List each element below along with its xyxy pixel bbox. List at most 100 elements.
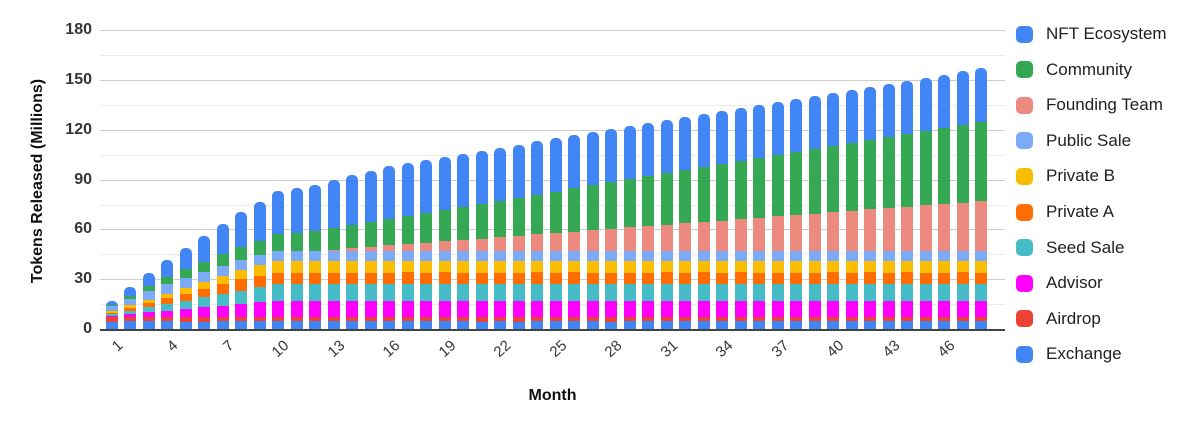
bar-segment-exchange[interactable] <box>475 321 488 329</box>
legend-item-advisor[interactable]: Advisor <box>1016 265 1103 301</box>
bar-segment-founding-team[interactable] <box>919 205 932 251</box>
bar-segment-public-sale[interactable] <box>124 298 136 306</box>
bar-segment-public-sale[interactable] <box>753 250 765 261</box>
bar-segment-community[interactable] <box>790 151 802 215</box>
bar-segment-airdrop[interactable] <box>420 317 432 322</box>
bar-segment-founding-team[interactable] <box>642 226 654 251</box>
bar-segment-community[interactable] <box>586 185 599 231</box>
bar-segment-seed-sale[interactable] <box>420 284 432 301</box>
bar-segment-private-a[interactable] <box>697 272 710 285</box>
bar-segment-private-a[interactable] <box>457 272 469 285</box>
bar-segment-private-a[interactable] <box>216 283 229 295</box>
bar-segment-airdrop[interactable] <box>309 317 321 322</box>
bar-month-39[interactable] <box>808 95 821 329</box>
bar-segment-community[interactable] <box>235 246 247 260</box>
bar-segment-airdrop[interactable] <box>716 317 728 322</box>
bar-segment-public-sale[interactable] <box>216 265 229 276</box>
bar-segment-public-sale[interactable] <box>161 283 173 294</box>
bar-segment-private-b[interactable] <box>346 260 358 273</box>
bar-segment-nft-ecosystem[interactable] <box>198 236 210 262</box>
bar-segment-exchange[interactable] <box>198 321 210 329</box>
bar-segment-nft-ecosystem[interactable] <box>457 153 469 207</box>
bar-segment-private-a[interactable] <box>605 272 617 285</box>
bar-segment-private-a[interactable] <box>531 272 543 285</box>
bar-segment-airdrop[interactable] <box>494 317 506 322</box>
bar-segment-advisor[interactable] <box>568 300 580 318</box>
bar-segment-nft-ecosystem[interactable] <box>438 156 451 210</box>
bar-segment-private-b[interactable] <box>790 260 802 273</box>
bar-segment-nft-ecosystem[interactable] <box>660 120 673 174</box>
bar-segment-seed-sale[interactable] <box>956 284 969 301</box>
bar-segment-private-a[interactable] <box>253 275 266 288</box>
bar-segment-public-sale[interactable] <box>919 250 932 261</box>
bar-segment-founding-team[interactable] <box>827 212 839 251</box>
bar-segment-founding-team[interactable] <box>383 245 395 251</box>
bar-segment-private-b[interactable] <box>401 260 414 273</box>
bar-segment-founding-team[interactable] <box>605 228 617 251</box>
bar-segment-public-sale[interactable] <box>808 250 821 261</box>
bar-segment-exchange[interactable] <box>919 321 932 329</box>
bar-segment-seed-sale[interactable] <box>882 284 895 301</box>
bar-segment-public-sale[interactable] <box>383 250 395 261</box>
bar-month-29[interactable] <box>623 126 636 329</box>
bar-segment-private-a[interactable] <box>568 272 580 285</box>
legend-item-public-sale[interactable]: Public Sale <box>1016 123 1131 159</box>
bar-segment-advisor[interactable] <box>531 300 543 318</box>
bar-month-38[interactable] <box>790 98 802 329</box>
bar-segment-community[interactable] <box>142 286 155 292</box>
bar-segment-private-b[interactable] <box>901 260 913 273</box>
bar-segment-community[interactable] <box>771 155 784 217</box>
bar-segment-private-a[interactable] <box>401 272 414 285</box>
bar-segment-exchange[interactable] <box>679 321 691 329</box>
bar-month-31[interactable] <box>660 120 673 329</box>
bar-segment-private-a[interactable] <box>124 307 136 311</box>
bar-segment-seed-sale[interactable] <box>383 284 395 301</box>
bar-month-4[interactable] <box>161 259 173 329</box>
bar-segment-advisor[interactable] <box>105 315 118 318</box>
bar-segment-seed-sale[interactable] <box>494 284 506 301</box>
bar-segment-public-sale[interactable] <box>438 250 451 261</box>
bar-segment-airdrop[interactable] <box>457 317 469 322</box>
bar-segment-nft-ecosystem[interactable] <box>827 92 839 146</box>
bar-month-35[interactable] <box>734 107 747 329</box>
bar-segment-nft-ecosystem[interactable] <box>864 86 876 140</box>
bar-segment-advisor[interactable] <box>124 313 136 318</box>
bar-segment-exchange[interactable] <box>568 321 580 329</box>
bar-segment-airdrop[interactable] <box>383 317 395 322</box>
bar-segment-exchange[interactable] <box>272 321 284 329</box>
bar-segment-nft-ecosystem[interactable] <box>290 187 303 233</box>
bar-segment-advisor[interactable] <box>938 300 950 318</box>
bar-segment-advisor[interactable] <box>161 310 173 318</box>
legend-item-seed-sale[interactable]: Seed Sale <box>1016 230 1124 266</box>
bar-segment-private-a[interactable] <box>475 272 488 285</box>
bar-segment-private-b[interactable] <box>198 281 210 289</box>
bar-segment-advisor[interactable] <box>290 300 303 318</box>
bar-segment-airdrop[interactable] <box>790 317 802 322</box>
bar-segment-private-a[interactable] <box>420 272 432 285</box>
bar-segment-nft-ecosystem[interactable] <box>142 273 155 287</box>
bar-segment-nft-ecosystem[interactable] <box>327 179 340 229</box>
bar-segment-exchange[interactable] <box>290 321 303 329</box>
bar-segment-seed-sale[interactable] <box>124 310 136 314</box>
bar-month-37[interactable] <box>771 101 784 329</box>
bar-segment-airdrop[interactable] <box>956 317 969 322</box>
bar-segment-community[interactable] <box>198 261 210 272</box>
bar-segment-nft-ecosystem[interactable] <box>956 71 969 125</box>
bar-segment-public-sale[interactable] <box>882 250 895 261</box>
bar-segment-exchange[interactable] <box>383 321 395 329</box>
bar-segment-exchange[interactable] <box>642 321 654 329</box>
bar-segment-nft-ecosystem[interactable] <box>771 101 784 155</box>
bar-month-11[interactable] <box>290 187 303 329</box>
bar-segment-advisor[interactable] <box>235 304 247 318</box>
bar-segment-nft-ecosystem[interactable] <box>605 129 617 183</box>
bar-segment-nft-ecosystem[interactable] <box>642 123 654 177</box>
bar-segment-exchange[interactable] <box>790 321 802 329</box>
bar-segment-seed-sale[interactable] <box>401 284 414 301</box>
bar-month-32[interactable] <box>679 117 691 329</box>
bar-segment-advisor[interactable] <box>420 300 432 318</box>
bar-segment-airdrop[interactable] <box>142 317 155 322</box>
bar-month-47[interactable] <box>956 71 969 329</box>
legend-item-private-a[interactable]: Private A <box>1016 194 1114 230</box>
bar-segment-airdrop[interactable] <box>734 317 747 322</box>
bar-segment-airdrop[interactable] <box>235 317 247 322</box>
